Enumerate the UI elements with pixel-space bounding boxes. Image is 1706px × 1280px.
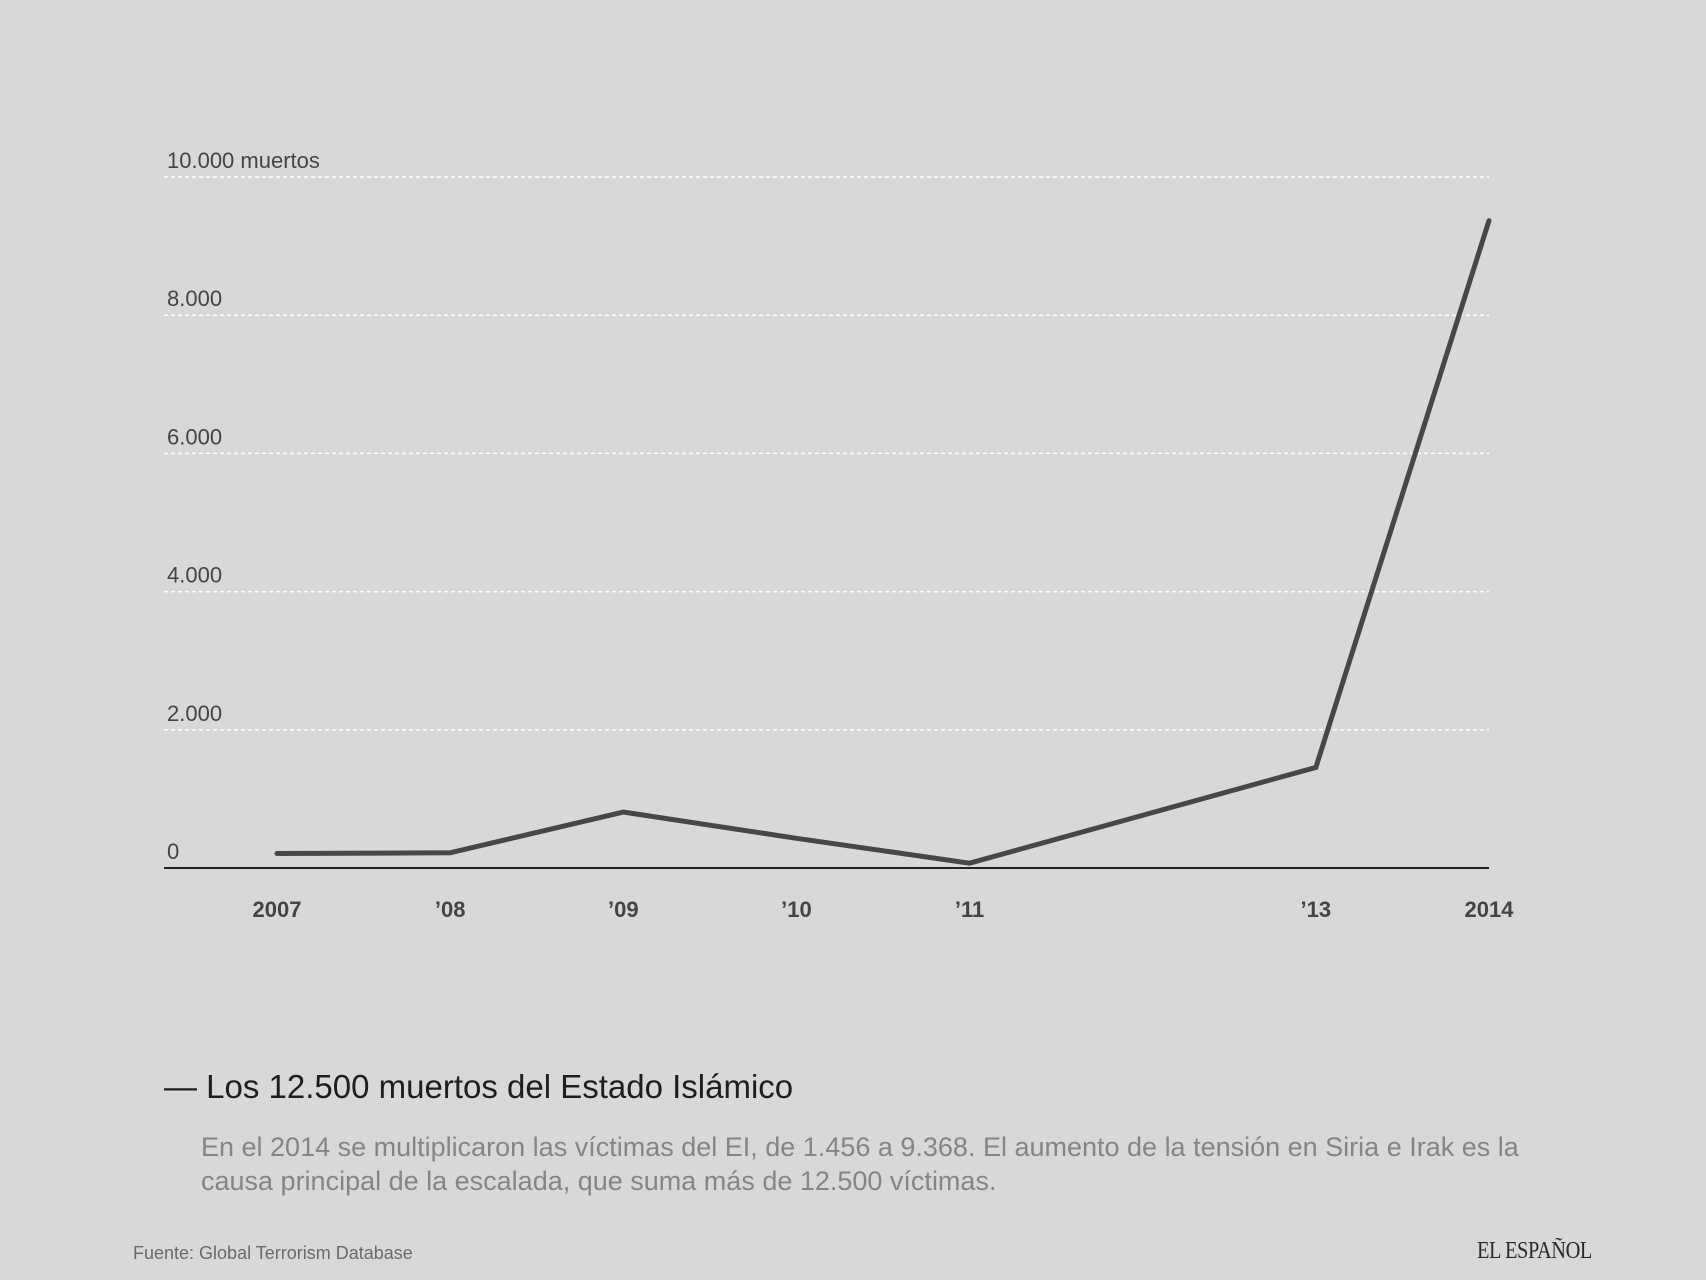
y-tick-label: 4.000 [167,563,222,588]
data-line [274,218,1492,866]
x-tick-label: ’11 [955,897,984,922]
chart-title: — Los 12.500 muertos del Estado Islámico [164,1068,794,1105]
el-espanol-logo: EL ESPAÑOL [1477,1238,1592,1264]
chart-subtitle: En el 2014 se multiplicaron las víctimas… [201,1132,1519,1196]
source-note: Fuente: Global Terrorism Database [133,1243,413,1263]
y-tick-label: 2.000 [167,701,222,726]
x-tick-label: 2007 [253,897,302,922]
y-tick-label: 6.000 [167,424,222,449]
x-tick-label: 2014 [1465,897,1515,922]
x-tick-label: ’08 [435,897,466,922]
x-tick-label: ’09 [608,897,639,922]
y-tick-label: 0 [167,839,179,864]
y-tick-label: 8.000 [167,286,222,311]
x-tick-label: ’10 [781,897,812,922]
y-tick-label: 10.000 muertos [167,148,320,173]
x-tick-label: ’13 [1301,897,1332,922]
